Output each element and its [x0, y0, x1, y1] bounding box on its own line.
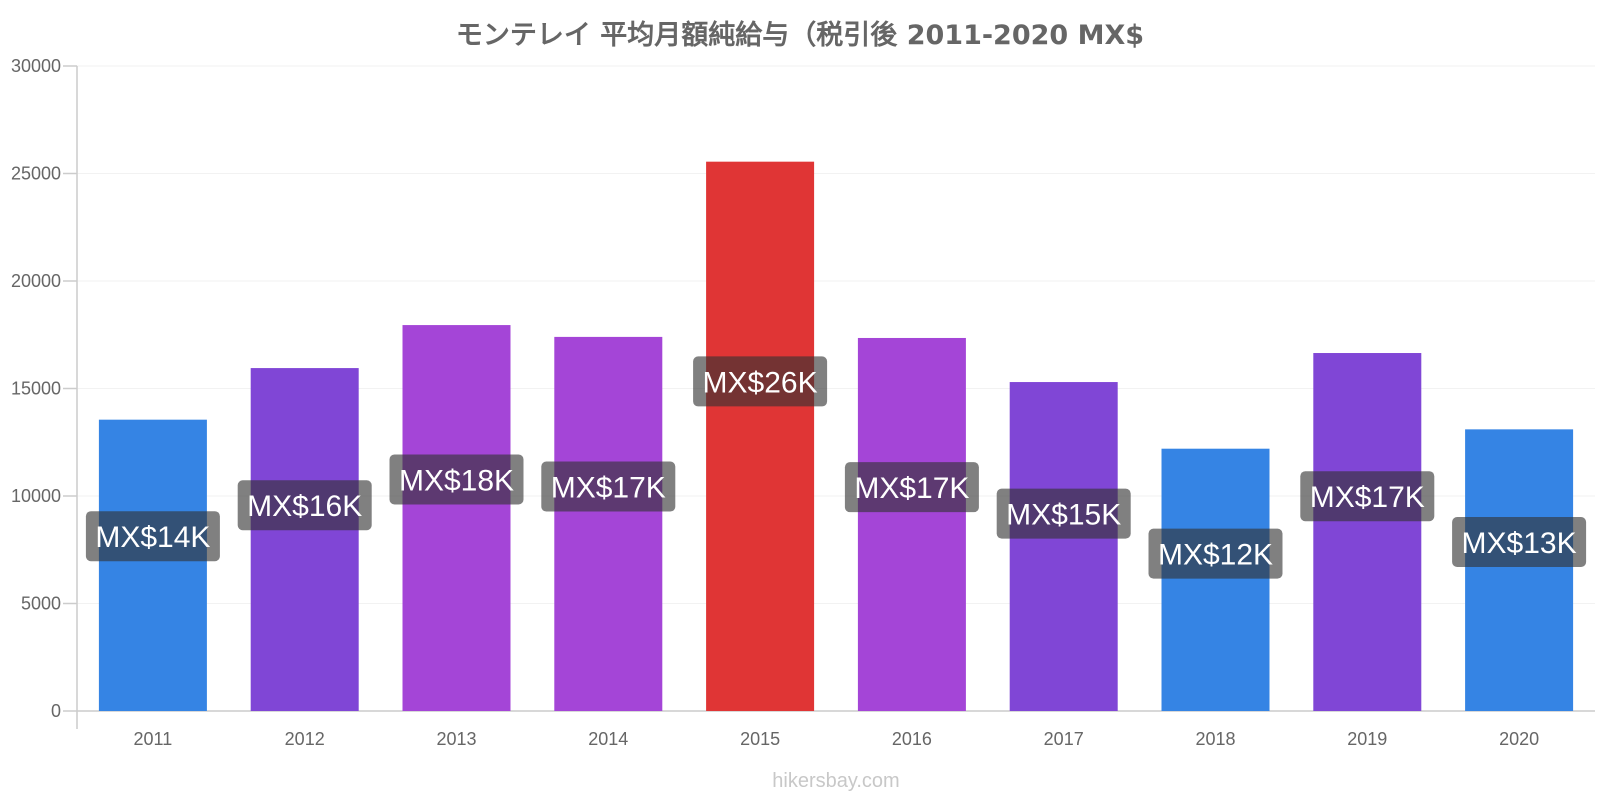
data-label: MX$14K [95, 521, 210, 554]
bar-2020 [1465, 429, 1574, 711]
x-tick-label: 2015 [740, 729, 780, 749]
x-tick-labels: 2011 2012 2013 2014 2015 2016 2017 2018 2019 2020 [134, 729, 1540, 749]
data-label-box [1148, 528, 1283, 579]
data-label-box [541, 461, 676, 512]
data-label: MX$16K [247, 490, 362, 523]
bar-2018 [1161, 448, 1270, 711]
bar-2011 [98, 419, 207, 711]
data-label: MX$12K [1158, 539, 1273, 572]
data-labels: MX$14K MX$16K MX$18K MX$17K MX$26K MX$17K MX$1… [85, 356, 1587, 579]
bar-2014 [554, 336, 663, 711]
y-tick-label: 5000 [21, 594, 61, 614]
y-tick-label: 0 [51, 701, 61, 721]
x-tick-label: 2020 [1499, 729, 1539, 749]
data-label: MX$13K [1462, 527, 1577, 560]
data-label-box [1300, 471, 1435, 522]
x-tick-label: 2018 [1195, 729, 1235, 749]
data-label-box [996, 488, 1131, 539]
bars [98, 161, 1574, 712]
bar-2016 [857, 337, 966, 711]
x-tick-label: 2019 [1347, 729, 1387, 749]
data-label: MX$26K [703, 366, 818, 399]
data-label-box [85, 511, 220, 562]
bar-2015 [706, 161, 815, 712]
bar-2012 [250, 368, 359, 711]
data-label: MX$18K [399, 464, 514, 497]
y-tick-label: 10000 [11, 486, 61, 506]
data-label: MX$17K [1310, 481, 1425, 514]
y-tick-labels: 0 5000 10000 15000 20000 25000 30000 [11, 56, 77, 721]
x-tick-label: 2013 [436, 729, 476, 749]
x-tick-label: 2012 [285, 729, 325, 749]
x-tick-label: 2016 [892, 729, 932, 749]
data-label: MX$17K [854, 472, 969, 505]
y-tick-label: 15000 [11, 379, 61, 399]
data-label: MX$15K [1006, 499, 1121, 532]
bar-2013 [402, 325, 511, 711]
bar-2017 [1009, 382, 1118, 711]
data-label-box [389, 454, 524, 505]
y-tick-label: 25000 [11, 164, 61, 184]
data-label-box [693, 356, 828, 407]
x-tick-label: 2011 [134, 729, 173, 749]
chart-title: モンテレイ 平均月額純給与（税引後 2011-2020 MX$ [456, 19, 1144, 51]
data-label-box [237, 480, 372, 531]
y-tick-label: 30000 [11, 56, 61, 76]
data-label-box [844, 462, 979, 513]
y-tick-label: 20000 [11, 271, 61, 291]
data-label-box [1452, 517, 1587, 568]
x-tick-label: 2017 [1044, 729, 1084, 749]
data-label: MX$17K [551, 472, 666, 505]
x-tick-label: 2014 [588, 729, 628, 749]
watermark: hikersbay.com [772, 770, 899, 792]
bar-2019 [1313, 353, 1422, 711]
